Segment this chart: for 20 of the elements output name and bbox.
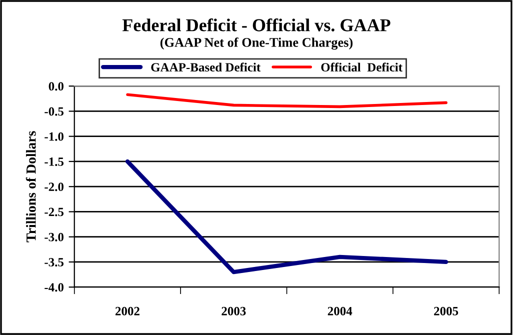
x-tick-label: 2002 xyxy=(116,306,140,316)
y-tick-label: -2.0 xyxy=(44,182,64,192)
y-tick-label: -3.5 xyxy=(44,258,64,266)
line-series xyxy=(126,93,448,108)
y-tick-label: -1.0 xyxy=(44,132,64,141)
line-series xyxy=(125,159,448,274)
y-tick-label: 0.0 xyxy=(48,82,64,91)
chart-title: Federal Deficit - Official vs. GAAP xyxy=(122,18,390,32)
y-tick-label: -2.5 xyxy=(44,208,64,216)
y-tick-label: -0.5 xyxy=(44,107,64,116)
y-axis-title: Trillions of Dollars xyxy=(26,131,36,242)
legend-label: Official Deficit xyxy=(321,62,402,72)
x-tick-label: 2003 xyxy=(222,306,246,316)
chart-subtitle: (GAAP Net of One-Time Charges) xyxy=(160,37,353,50)
y-tick-label: -4.0 xyxy=(44,283,64,292)
x-tick-label: 2005 xyxy=(434,306,458,316)
y-tick-label: -1.5 xyxy=(44,158,64,166)
legend-label: GAAP-Based Deficit xyxy=(151,62,261,72)
y-tick-label: -3.0 xyxy=(44,232,64,242)
x-tick-label: 2004 xyxy=(328,306,352,316)
